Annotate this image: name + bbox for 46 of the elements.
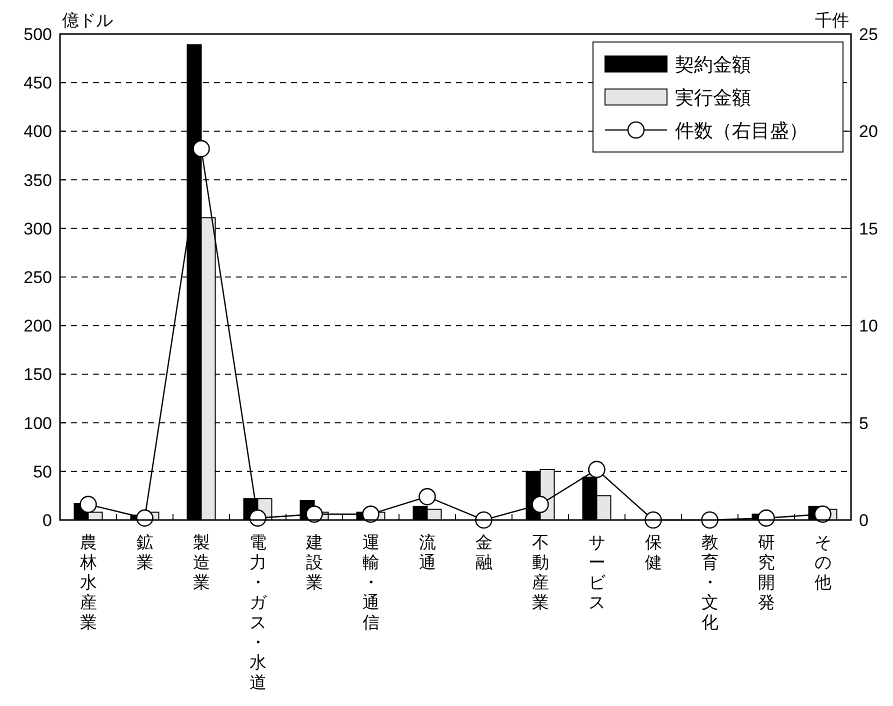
point — [362, 506, 380, 523]
x-tick-label: その他 — [814, 533, 832, 592]
y-tick-label: 150 — [24, 365, 52, 384]
x-tick-label: 製造業 — [192, 533, 210, 592]
y-axis-title: 億ドル — [62, 11, 113, 30]
y-tick-label: 450 — [24, 74, 52, 93]
y-tick-label: 350 — [24, 170, 52, 190]
y2-tick-label: 5 — [859, 414, 868, 433]
x-tick-label: 建設業 — [304, 533, 323, 592]
x-tick-label: サービス — [588, 533, 606, 612]
x-tick-label: 保健 — [644, 533, 662, 572]
legend-label: 契約金額 — [675, 55, 751, 76]
legend-label: 件数（右目盛） — [675, 121, 808, 142]
y-tick-label: 100 — [24, 414, 52, 433]
x-tick-label: 鉱業 — [136, 533, 154, 572]
y-tick-label: 200 — [24, 316, 52, 336]
x-tick-label: 流通 — [418, 533, 436, 572]
point — [306, 506, 323, 523]
x-tick-label: 農林水産業 — [78, 533, 97, 632]
point — [588, 460, 606, 478]
y2-tick-label: 20 — [859, 122, 878, 142]
y-tick-label: 250 — [24, 268, 52, 287]
y2-axis-title: 千件 — [815, 11, 849, 30]
x-tick-label: 運輸・通信 — [362, 533, 380, 632]
legend-label: 実行金額 — [675, 87, 751, 109]
y-tick-label: 500 — [24, 25, 52, 44]
y2-tick-label: 25 — [859, 25, 878, 44]
y2-tick-label: 10 — [859, 316, 878, 336]
x-tick-label: 研究開発 — [758, 533, 775, 612]
y-tick-label: 300 — [24, 219, 52, 238]
point — [532, 496, 549, 514]
x-tick-label: 教育・文化 — [701, 533, 718, 632]
point — [192, 140, 210, 158]
point — [758, 509, 775, 527]
x-tick-label: 金融 — [475, 533, 492, 572]
x-tick-label: 不動産業 — [532, 533, 549, 612]
point — [814, 506, 832, 523]
y-tick-label: 400 — [24, 122, 52, 142]
x-tick-label: 電力・ガス・水道 — [249, 533, 268, 692]
y-tick-label: 0 — [42, 511, 52, 530]
y2-tick-label: 0 — [859, 511, 868, 530]
point — [249, 509, 266, 527]
y-tick-label: 50 — [33, 462, 52, 482]
y2-tick-label: 15 — [859, 219, 878, 238]
point — [80, 496, 97, 514]
point — [136, 509, 154, 527]
